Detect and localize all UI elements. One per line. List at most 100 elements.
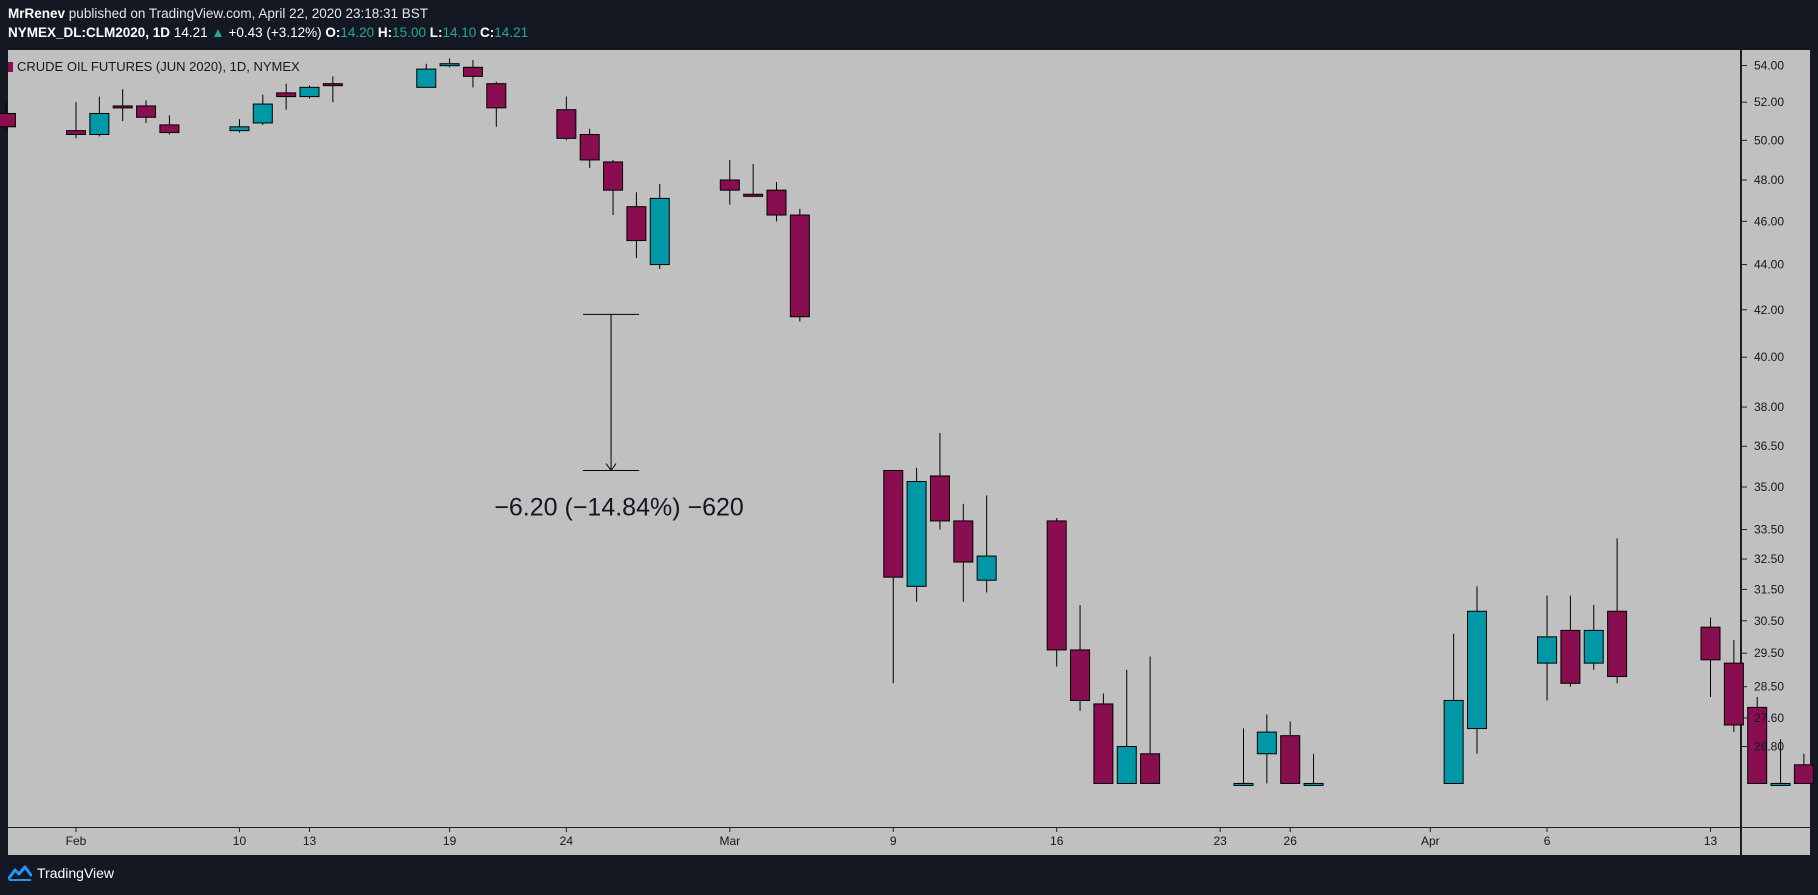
candle[interactable] [1747, 697, 1768, 784]
candle[interactable] [1140, 656, 1161, 784]
candle[interactable] [743, 163, 764, 197]
candle-body [486, 83, 507, 109]
candle[interactable] [1537, 595, 1558, 701]
candle-body [1280, 735, 1301, 784]
candle[interactable] [1303, 753, 1324, 786]
candle-body [766, 189, 787, 216]
candle[interactable] [766, 182, 787, 222]
price-range-measurement[interactable]: −6.20 (−14.84%) −620 [494, 313, 744, 521]
candle[interactable] [1116, 669, 1137, 784]
candle-body [1070, 649, 1091, 701]
chart-header: MrRenev published on TradingView.com, Ap… [0, 0, 1818, 48]
candle[interactable] [1256, 714, 1277, 784]
candle[interactable] [719, 159, 740, 205]
chart-title: CRUDE OIL FUTURES (JUN 2020), 1D, NYMEX [17, 59, 300, 74]
x-tick-label: 10 [233, 834, 247, 848]
low-value: 14.10 [442, 25, 477, 40]
tradingview-logo-icon [8, 865, 32, 881]
tradingview-brand[interactable]: TradingView [8, 865, 114, 881]
candle[interactable] [556, 96, 577, 141]
symbol-label[interactable]: NYMEX_DL:CLM2020, 1D [8, 25, 171, 40]
candle-body [1723, 662, 1744, 726]
candle[interactable] [579, 128, 600, 168]
candle[interactable] [1467, 586, 1487, 754]
candle-body [953, 520, 974, 563]
candle[interactable] [1560, 595, 1581, 687]
candle-body [439, 63, 460, 67]
candle[interactable] [906, 467, 927, 602]
candle[interactable] [276, 83, 297, 110]
arrow-down-icon [605, 463, 617, 472]
candle-body [1093, 703, 1114, 784]
candle-body [1467, 610, 1487, 730]
candle[interactable] [1700, 617, 1721, 698]
candle-body [136, 105, 157, 118]
candle-body [1256, 731, 1277, 755]
publish-info: MrRenev published on TradingView.com, Ap… [8, 6, 428, 21]
candle[interactable] [416, 63, 437, 88]
candle-body [883, 469, 904, 578]
time-axis[interactable]: Feb10131924Mar9162326Apr6132027 [66, 827, 1818, 848]
candle-body [66, 130, 86, 135]
chart-area[interactable]: 54.00 52.00 50.00 48.00 46.00 44.00 42.00 40.00… [0, 48, 1818, 855]
candle[interactable] [1093, 693, 1114, 784]
candle-body [276, 92, 297, 98]
candle[interactable] [1443, 633, 1464, 784]
x-tick-label: 24 [560, 834, 574, 848]
candle[interactable] [1280, 721, 1301, 784]
candle-body [603, 161, 624, 191]
candle[interactable] [299, 85, 320, 99]
candle[interactable] [1607, 538, 1628, 684]
candle-body [322, 83, 343, 87]
price-axis[interactable]: 54.00 52.00 50.00 48.00 46.00 44.00 42.00 40.00… [1742, 59, 1784, 754]
candle-body [89, 112, 110, 135]
candle[interactable] [486, 81, 507, 127]
candle[interactable] [883, 469, 904, 684]
candle[interactable] [1583, 604, 1604, 670]
candle[interactable] [1046, 518, 1067, 667]
time-axis-background [8, 827, 1740, 855]
open-label: O: [325, 25, 341, 40]
candle-body [556, 109, 577, 139]
candle[interactable] [953, 503, 974, 602]
candle-body [1140, 753, 1161, 784]
candle[interactable] [1070, 604, 1091, 711]
candle-body [1046, 520, 1067, 651]
candle-body [1793, 764, 1814, 784]
candle[interactable] [649, 184, 670, 269]
candle-body [1303, 782, 1324, 786]
candle[interactable] [136, 100, 157, 123]
candle[interactable] [789, 208, 810, 322]
candle[interactable] [89, 96, 110, 137]
candle[interactable] [603, 159, 624, 216]
candlestick-chart[interactable]: 54.00 52.00 50.00 48.00 46.00 44.00 42.00 40.00… [0, 48, 1818, 855]
high-label: H: [377, 25, 393, 40]
candle[interactable] [252, 94, 273, 125]
candle-body [462, 66, 483, 77]
candle[interactable] [66, 102, 86, 139]
candle[interactable] [0, 102, 16, 131]
candle[interactable] [159, 115, 180, 135]
candle[interactable] [626, 192, 647, 258]
candle[interactable] [1723, 640, 1744, 733]
candle[interactable] [976, 495, 997, 593]
candle[interactable] [1233, 728, 1254, 786]
x-tick-label: Apr [1421, 834, 1440, 848]
candle-body [929, 475, 950, 522]
x-tick-label: Feb [66, 834, 87, 848]
candle[interactable] [112, 89, 133, 122]
y-tick-label: 42.00 [1754, 303, 1784, 317]
candle[interactable] [929, 432, 950, 530]
candle-body [1747, 706, 1768, 784]
candle[interactable] [439, 58, 460, 68]
candle[interactable] [462, 60, 483, 88]
y-tick-label: 52.00 [1754, 95, 1784, 109]
brand-name: TradingView [37, 865, 115, 881]
x-tick-label: 6 [1544, 834, 1551, 848]
candle[interactable] [229, 119, 250, 133]
author-name[interactable]: MrRenev [8, 6, 66, 21]
candle[interactable] [322, 76, 343, 103]
candle[interactable] [1770, 739, 1791, 786]
y-tick-label: 31.50 [1754, 582, 1784, 596]
candle[interactable] [1793, 753, 1814, 784]
